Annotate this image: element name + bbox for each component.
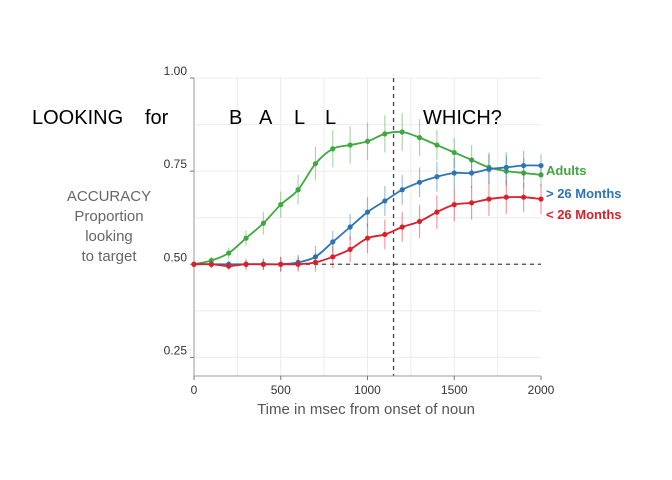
data-point — [434, 174, 440, 180]
x-tick-label: 0 — [191, 383, 198, 397]
y-tick-label: 0.75 — [164, 157, 188, 171]
data-point — [243, 261, 249, 267]
data-point — [451, 149, 457, 156]
data-point — [382, 131, 388, 137]
data-point — [399, 187, 405, 193]
data-point — [434, 209, 440, 215]
title-word-b: B — [229, 107, 242, 129]
data-point — [486, 196, 492, 202]
data-point — [469, 157, 475, 163]
data-point — [538, 162, 544, 169]
data-point — [382, 231, 388, 238]
title-word-for: for — [145, 107, 169, 129]
data-point — [260, 261, 266, 267]
data-point — [330, 146, 336, 152]
data-point — [538, 196, 544, 202]
title-word-looking: LOOKING — [32, 107, 123, 129]
data-point — [382, 198, 388, 204]
data-point — [278, 261, 284, 267]
axes: 0 500 1000 1500 2000 0.25 0.50 0.75 1.00 — [164, 64, 555, 397]
data-point — [399, 129, 405, 135]
data-point — [416, 135, 423, 141]
y-tick-label: 0.50 — [164, 250, 188, 264]
data-point — [295, 187, 301, 193]
data-point — [538, 172, 544, 178]
data-point — [295, 261, 301, 267]
data-point — [312, 254, 319, 260]
data-point — [312, 259, 319, 265]
x-tick-label: 1500 — [441, 383, 468, 397]
data-point — [364, 138, 371, 144]
data-point — [503, 164, 509, 170]
legend-adults: Adults — [546, 163, 586, 178]
y-label-line-2: Proportion — [74, 208, 143, 225]
data-point — [469, 200, 475, 206]
data-point — [503, 168, 509, 174]
data-point — [260, 220, 266, 226]
data-point — [364, 209, 371, 215]
data-point — [347, 224, 353, 230]
x-axis-label: Time in msec from onset of noun — [257, 401, 475, 418]
data-point — [521, 194, 527, 200]
y-tick-label: 0.25 — [164, 343, 188, 357]
legend-under-26-months: < 26 Months — [546, 207, 622, 222]
x-tick-label: 500 — [271, 383, 291, 397]
data-point — [191, 261, 197, 267]
data-point — [226, 263, 232, 269]
x-tick-label: 2000 — [528, 383, 555, 397]
data-point — [208, 257, 214, 264]
data-point — [330, 254, 336, 260]
y-tick-label: 1.00 — [164, 64, 188, 78]
y-label-line-1: ACCURACY — [67, 188, 151, 205]
data-point — [416, 179, 423, 185]
data-point — [451, 202, 457, 208]
text-group: LOOKING for B A L L WHICH? ACCURACY Prop… — [32, 107, 622, 418]
data-point — [347, 246, 353, 252]
data-point — [416, 218, 423, 225]
data-point — [243, 235, 249, 241]
grid — [194, 77, 541, 376]
data-point — [469, 170, 475, 176]
y-label-line-4: to target — [81, 248, 137, 265]
data-point — [364, 235, 371, 241]
series-2 — [191, 180, 544, 272]
series-group — [191, 113, 544, 272]
title-word-which: WHICH? — [423, 107, 502, 129]
data-point — [312, 161, 319, 167]
data-point — [503, 194, 509, 200]
data-point — [486, 166, 492, 172]
legend-over-26-months: > 26 Months — [546, 186, 622, 201]
data-point — [347, 142, 353, 148]
data-point — [208, 261, 214, 267]
data-point — [330, 239, 336, 245]
x-tick-label: 1000 — [354, 383, 381, 397]
data-point — [434, 142, 440, 148]
title-word-a: A — [259, 107, 273, 129]
data-point — [451, 170, 457, 176]
data-point — [521, 170, 527, 176]
data-point — [226, 250, 232, 256]
data-point — [521, 162, 527, 169]
title-word-l2: L — [325, 107, 336, 129]
title-word-l1: L — [294, 107, 305, 129]
y-label-line-3: looking — [85, 228, 133, 245]
data-point — [278, 202, 284, 208]
data-point — [399, 224, 405, 230]
